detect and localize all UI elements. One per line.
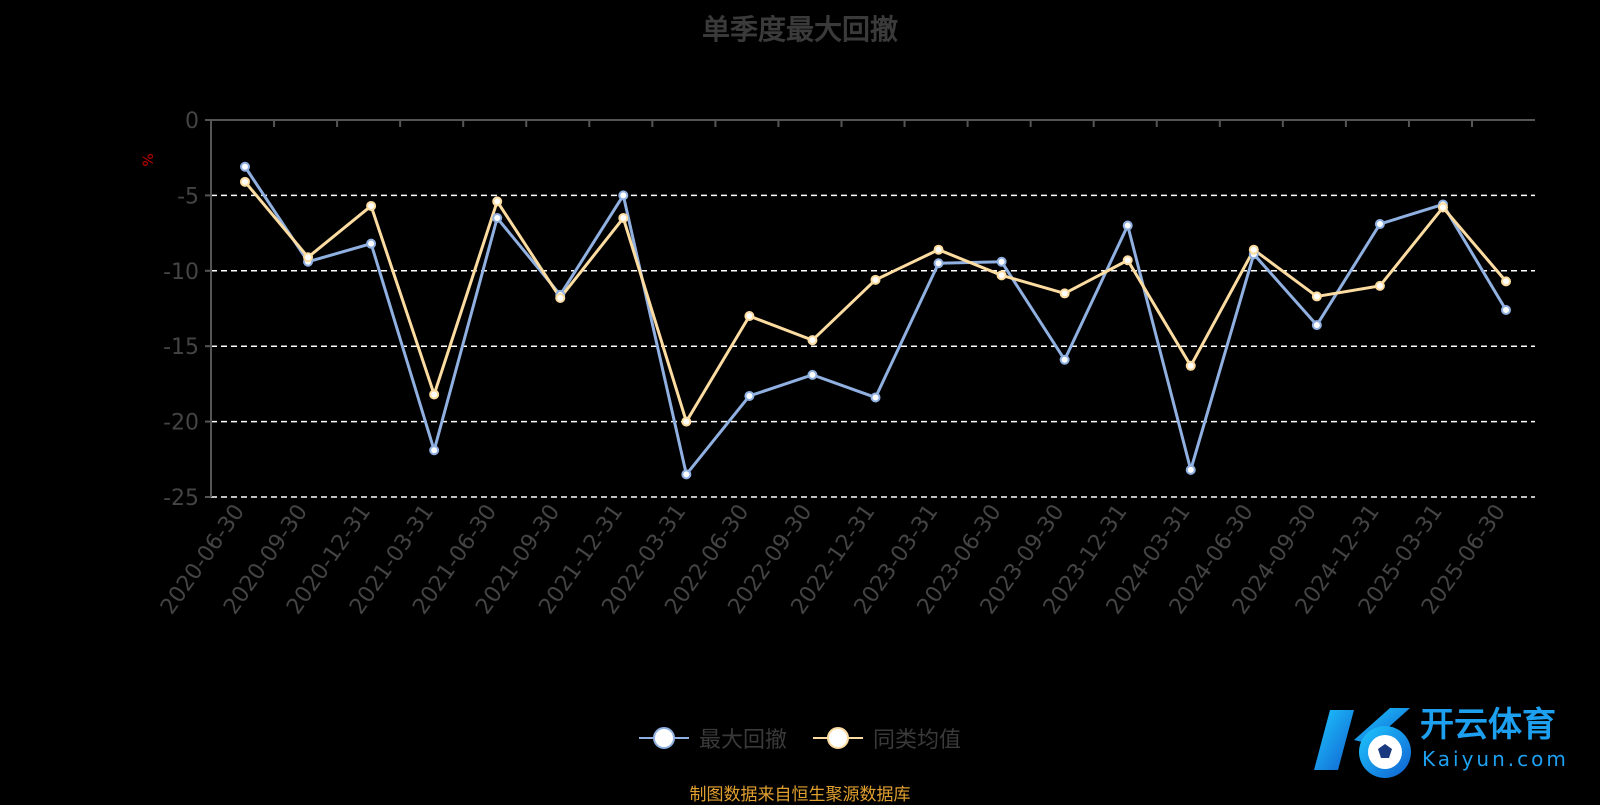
series-1-point — [744, 390, 755, 401]
legend-swatch-1 — [638, 726, 689, 750]
y-tick-label: -10 — [163, 260, 199, 285]
series-1-point — [807, 369, 818, 380]
series-2-point — [303, 252, 314, 263]
legend-swatch-2 — [813, 726, 863, 750]
series-2-point — [1185, 360, 1196, 371]
series-1-point — [1059, 354, 1070, 365]
y-tick-label: -15 — [163, 335, 199, 360]
series-2-point — [429, 389, 440, 400]
series-2-point — [492, 196, 503, 207]
legend-item-peer-average[interactable]: 同类均值 — [813, 722, 961, 754]
series-1-point — [492, 213, 503, 224]
series-2-point — [1437, 202, 1448, 213]
y-axis-unit: % — [141, 153, 157, 166]
series-1-point — [870, 392, 881, 403]
series-2-point — [1311, 291, 1322, 302]
series-2-point — [933, 244, 944, 255]
series-line-2 — [243, 180, 1508, 426]
series-2-point — [807, 335, 818, 346]
y-tick-label: -5 — [177, 184, 199, 209]
legend: 最大回撤 同类均值 — [0, 722, 1600, 754]
y-tick-label: 0 — [185, 109, 199, 134]
series-2-point — [744, 311, 755, 322]
series-2-point — [996, 270, 1007, 281]
series-2-point — [870, 274, 881, 285]
series-1-point — [996, 256, 1007, 267]
series-1-point — [240, 161, 250, 172]
series-1-point — [618, 190, 629, 201]
grid-layer — [211, 194, 1535, 498]
series-1-point — [1122, 220, 1133, 231]
series-2-point — [1374, 280, 1385, 291]
axis-layer: 0-5-10-15-20-252020-06-302020-09-302020-… — [156, 109, 1535, 619]
series-2-point — [1501, 276, 1511, 287]
svg-text:开云体育: 开云体育 — [1420, 705, 1556, 745]
chart-title: 单季度最大回撤 — [701, 13, 898, 46]
series-1-point — [429, 445, 440, 456]
series-2-point — [618, 213, 629, 224]
series-2-point — [1122, 255, 1133, 266]
legend-label: 最大回撤 — [698, 728, 787, 753]
series-1-point — [1311, 320, 1322, 331]
series-1-point — [366, 238, 377, 249]
legend-item-max-drawdown[interactable]: 最大回撤 — [638, 722, 787, 754]
svg-text:Kaiyun.com: Kaiyun.com — [1422, 747, 1569, 771]
series-2-point — [1059, 288, 1070, 299]
series-1-point — [681, 469, 692, 480]
series-1-point — [1374, 219, 1385, 230]
series-1-point — [1185, 464, 1196, 475]
series-1-point — [933, 258, 944, 269]
legend-label: 同类均值 — [873, 728, 962, 753]
kaiyun-logo-icon: 开云体育 Kaiyun.com — [1314, 705, 1569, 778]
series-2-point — [240, 176, 250, 187]
series-2-point — [555, 292, 566, 303]
y-tick-label: -25 — [163, 486, 199, 511]
series-2-point — [681, 416, 692, 427]
y-tick-label: -20 — [163, 411, 199, 436]
series-layer — [240, 161, 1511, 480]
line-chart: 0-5-10-15-20-252020-06-302020-09-302020-… — [141, 109, 1535, 619]
series-1-point — [1501, 305, 1511, 316]
series-2-point — [1248, 244, 1259, 255]
series-2-point — [366, 200, 377, 211]
